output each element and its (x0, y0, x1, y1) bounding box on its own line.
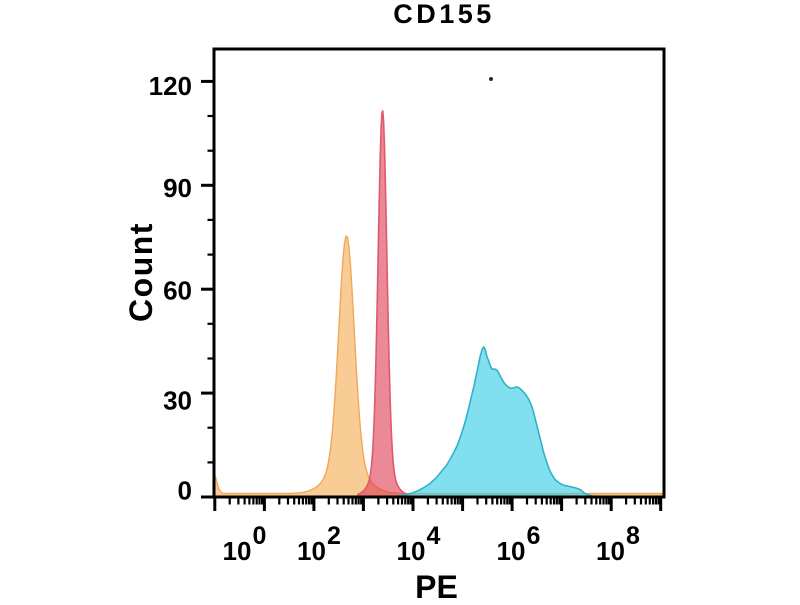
svg-text:0: 0 (253, 522, 267, 550)
svg-text:0: 0 (178, 475, 192, 505)
svg-text:10: 10 (297, 536, 326, 566)
svg-text:4: 4 (427, 522, 441, 550)
svg-text:10: 10 (397, 536, 426, 566)
svg-text:CD155: CD155 (393, 0, 495, 29)
svg-text:90: 90 (163, 173, 192, 203)
svg-text:10: 10 (223, 536, 252, 566)
svg-text:2: 2 (327, 522, 341, 550)
svg-text:10: 10 (497, 536, 526, 566)
svg-text:PE: PE (415, 569, 458, 600)
svg-text:60: 60 (163, 276, 192, 306)
svg-text:30: 30 (163, 385, 192, 415)
svg-text:8: 8 (626, 522, 640, 550)
svg-text:120: 120 (149, 71, 192, 101)
svg-text:Count: Count (123, 222, 159, 322)
svg-text:10: 10 (596, 536, 625, 566)
svg-text:6: 6 (527, 522, 541, 550)
